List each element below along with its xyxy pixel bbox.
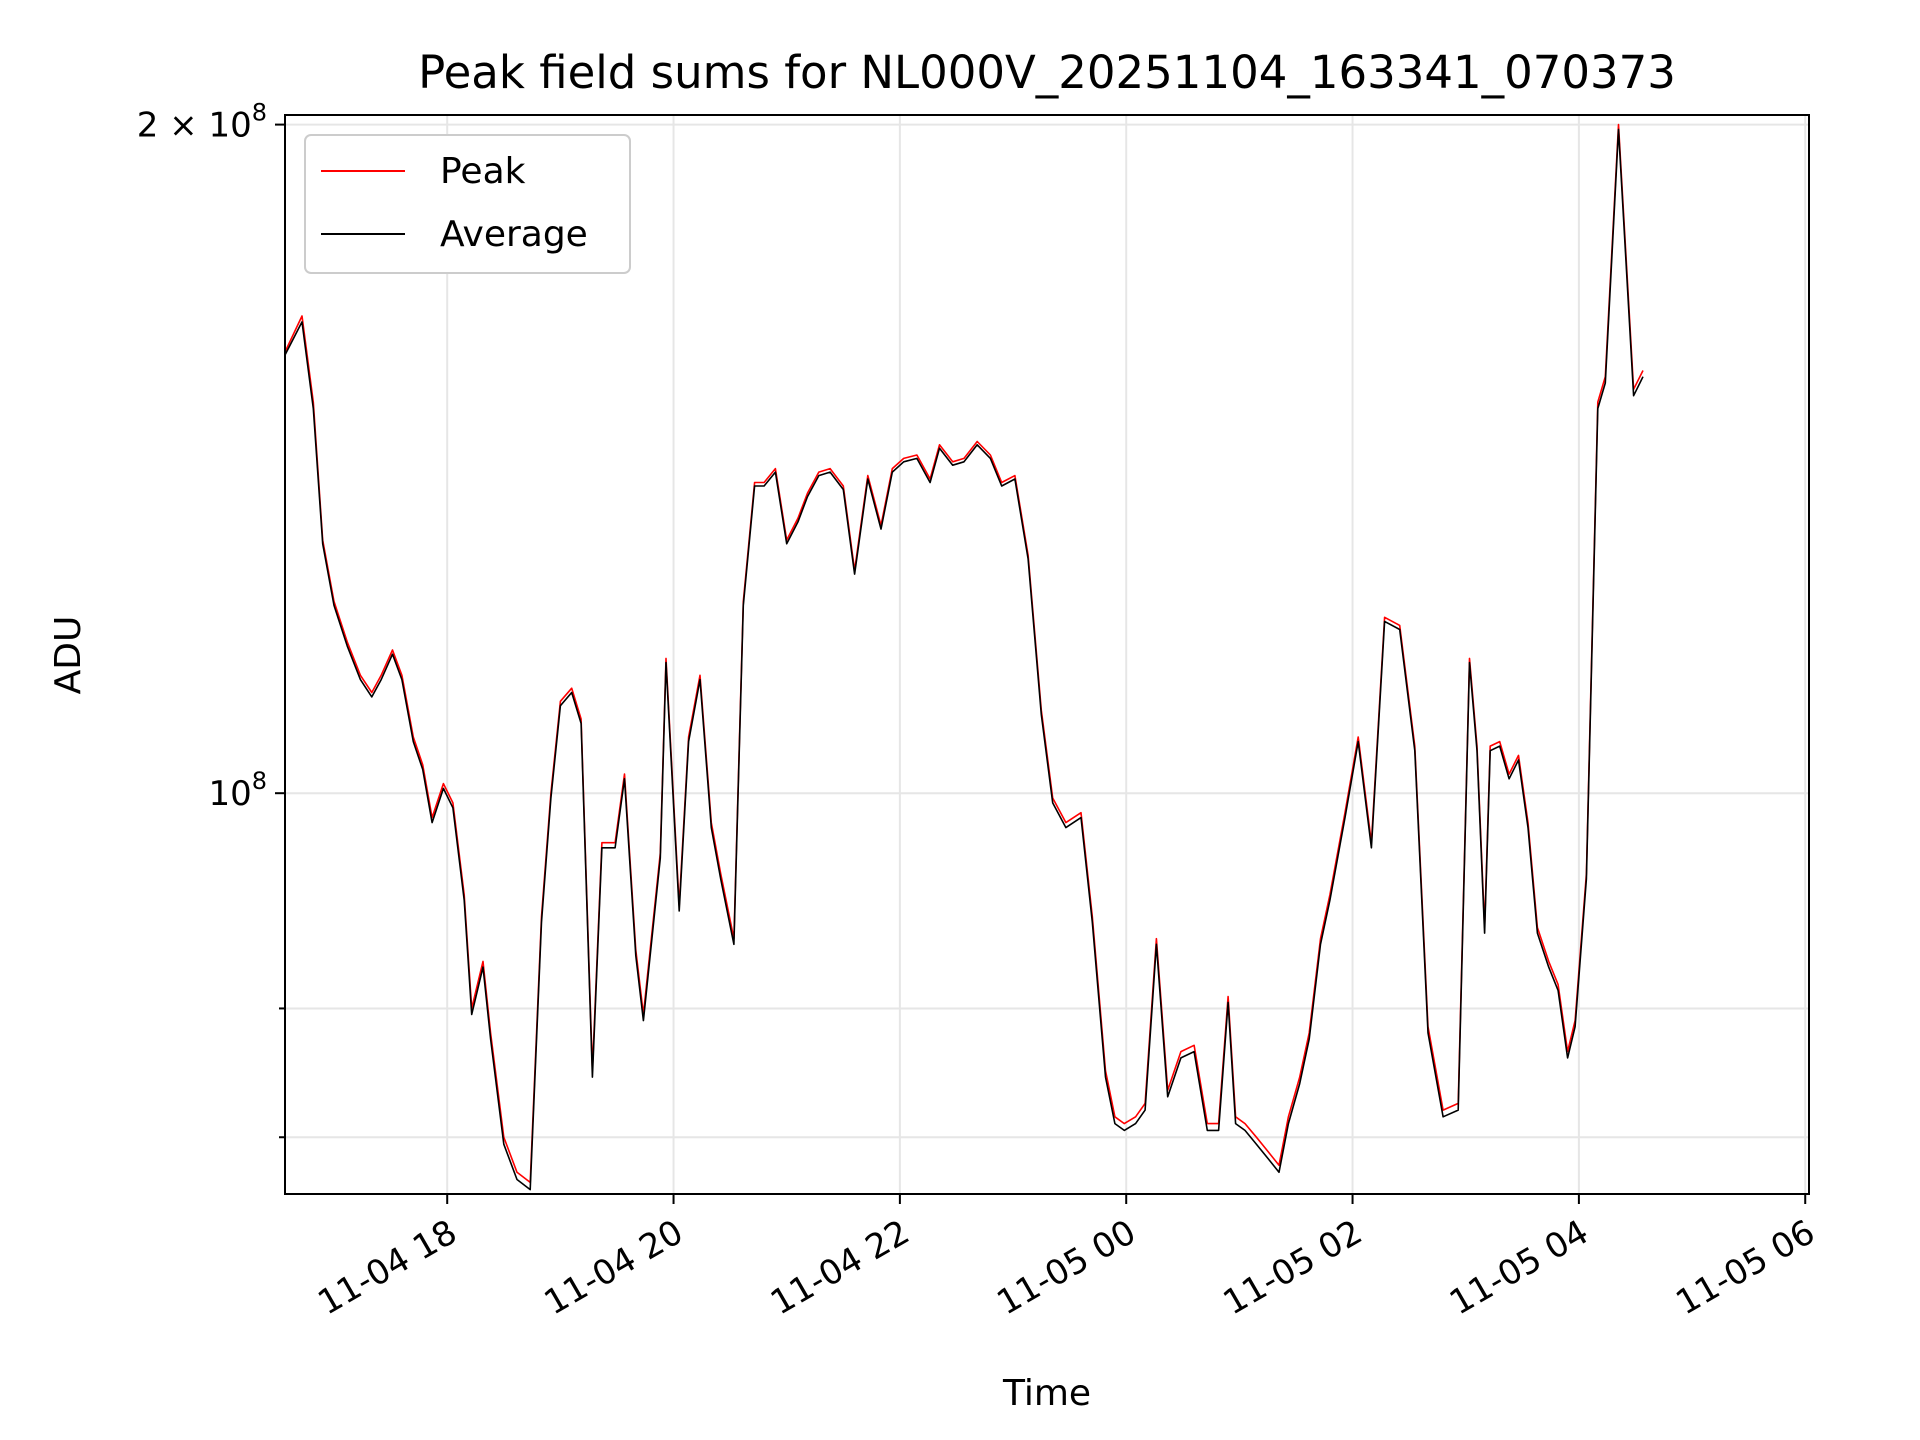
legend-box	[304, 134, 631, 274]
legend: Peak Average	[304, 134, 631, 274]
x-axis-label: Time	[1002, 1373, 1091, 1414]
plot-frame	[284, 114, 1810, 1195]
chart-title: Peak field sums for NL000V_20251104_1633…	[418, 46, 1676, 99]
y-tick-label-exponent: 8	[252, 767, 267, 795]
y-tick-label: 108	[208, 767, 267, 814]
y-tick-label: 2 × 108	[137, 99, 267, 146]
series-line-average	[285, 128, 1644, 1191]
grid	[285, 115, 1809, 1194]
legend-label-peak: Peak	[440, 151, 526, 192]
y-tick-label-base: 2 × 10	[137, 106, 252, 146]
y-axis-label: ADU	[48, 616, 89, 695]
series-group	[285, 123, 1644, 1191]
y-tick-label-base: 10	[208, 774, 251, 814]
legend-label-average: Average	[440, 214, 588, 255]
series-line-peak	[285, 123, 1644, 1184]
y-tick-label-exponent: 8	[252, 99, 267, 127]
